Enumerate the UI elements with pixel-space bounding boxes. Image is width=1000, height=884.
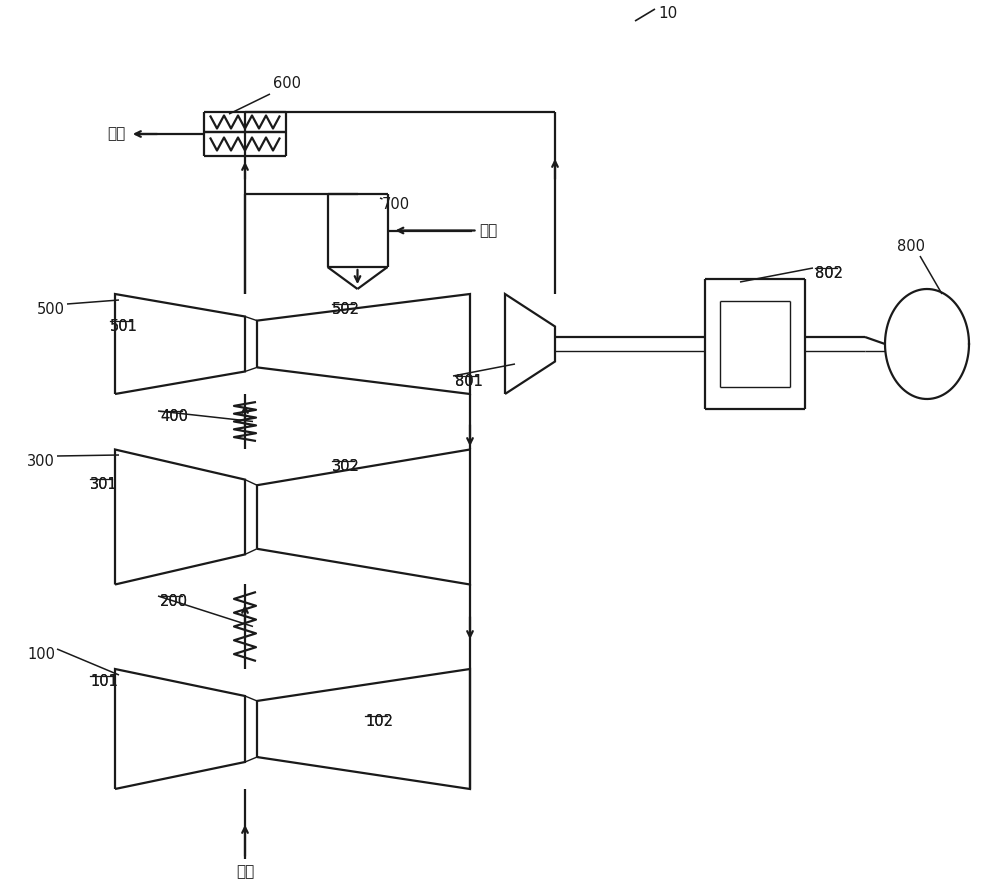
Text: 600: 600 [273, 76, 301, 91]
Text: 802: 802 [815, 266, 843, 281]
Text: 301: 301 [90, 477, 118, 492]
Text: 102: 102 [365, 714, 393, 729]
Text: 300: 300 [27, 454, 55, 469]
Text: 800: 800 [897, 239, 925, 254]
Text: 501: 501 [110, 319, 138, 334]
Text: 空气: 空气 [236, 864, 254, 879]
Text: 100: 100 [27, 647, 55, 662]
Text: 10: 10 [658, 6, 677, 21]
Text: 101: 101 [90, 674, 118, 689]
Text: 802: 802 [815, 266, 843, 281]
Text: 302: 302 [332, 459, 360, 474]
Text: 102: 102 [365, 714, 393, 729]
Text: 700: 700 [382, 197, 410, 212]
Text: 801: 801 [455, 374, 483, 389]
Text: 301: 301 [90, 477, 118, 492]
Text: 200: 200 [160, 594, 188, 609]
Text: 302: 302 [332, 459, 360, 474]
Text: 801: 801 [455, 374, 483, 389]
Text: 400: 400 [160, 409, 188, 424]
Text: 502: 502 [332, 302, 360, 317]
Text: 尾气: 尾气 [107, 126, 125, 141]
Text: 101: 101 [90, 674, 118, 689]
Text: 501: 501 [110, 319, 138, 334]
Text: 502: 502 [332, 302, 360, 317]
Text: 400: 400 [160, 409, 188, 424]
Text: 500: 500 [37, 302, 65, 317]
Text: 200: 200 [160, 594, 188, 609]
Text: 燃料: 燃料 [480, 223, 498, 238]
